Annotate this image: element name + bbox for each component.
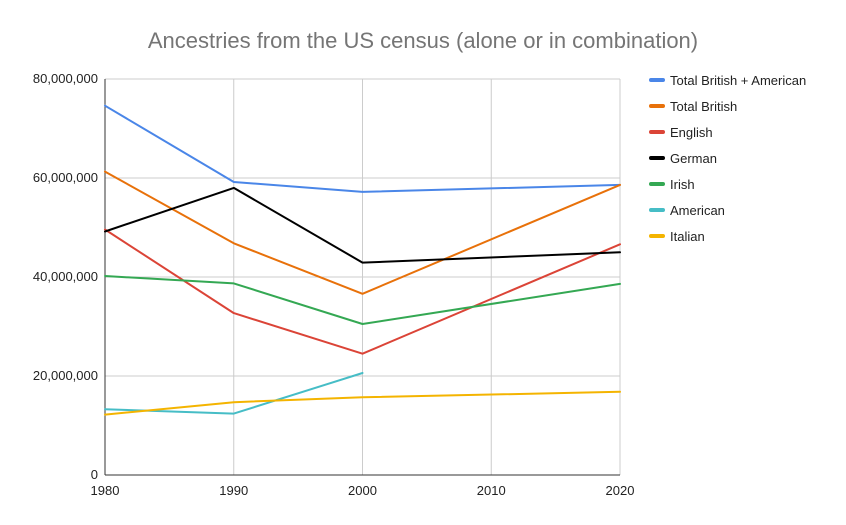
series-line-total-british-american: [104, 104, 621, 193]
grid: [105, 78, 621, 475]
series-line-german: [104, 186, 621, 264]
legend-item-american[interactable]: American: [649, 203, 725, 218]
series-line-italian: [104, 390, 621, 416]
x-tick-label: 2020: [606, 483, 635, 498]
legend-label: Total British: [670, 99, 737, 114]
legend-item-total-british[interactable]: Total British: [649, 99, 737, 114]
legend-label: German: [670, 151, 717, 166]
series-line-irish: [104, 275, 621, 325]
axes: 0 20,000,000 40,000,000 60,000,000 80,000,00…: [33, 71, 635, 498]
series-line-total-british: [104, 170, 621, 295]
legend-item-german[interactable]: German: [649, 151, 717, 166]
y-tick-label: 80,000,000: [33, 71, 98, 86]
legend-item-english[interactable]: English: [649, 125, 713, 140]
legend-item-italian[interactable]: Italian: [649, 229, 705, 244]
legend-label: Total British + American: [670, 73, 806, 88]
legend-item-total-british-american[interactable]: Total British + American: [649, 73, 806, 88]
legend-label: American: [670, 203, 725, 218]
legend: Total British + American Total British Eng…: [649, 73, 806, 244]
x-tick-label: 2000: [348, 483, 377, 498]
x-tick-label: 1980: [91, 483, 120, 498]
x-tick-label: 2010: [477, 483, 506, 498]
y-tick-label: 20,000,000: [33, 368, 98, 383]
y-tick-label: 0: [91, 467, 98, 482]
series-line-english: [104, 228, 621, 355]
legend-item-irish[interactable]: Irish: [649, 177, 695, 192]
y-tick-label: 60,000,000: [33, 170, 98, 185]
legend-label: Italian: [670, 229, 705, 244]
legend-label: Irish: [670, 177, 695, 192]
legend-label: English: [670, 125, 713, 140]
series-group: [104, 104, 621, 416]
x-tick-label: 1990: [219, 483, 248, 498]
chart-title: Ancestries from the US census (alone or …: [148, 28, 698, 53]
y-tick-label: 40,000,000: [33, 269, 98, 284]
